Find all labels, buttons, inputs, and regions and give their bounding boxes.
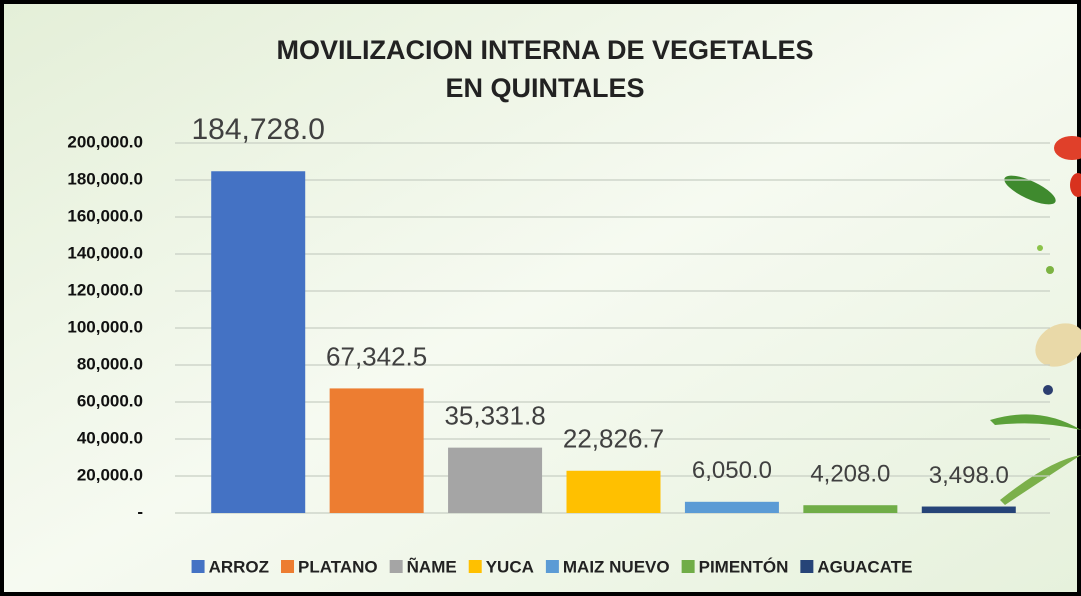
bar <box>211 171 306 513</box>
data-label: 22,826.7 <box>563 424 664 454</box>
data-label: 6,050.0 <box>692 457 772 484</box>
bar <box>448 447 543 513</box>
legend-label: ÑAME <box>407 556 457 576</box>
bar <box>803 505 898 513</box>
y-tick-label: 180,000.0 <box>67 169 143 188</box>
y-tick-label: 80,000.0 <box>77 354 143 373</box>
chart-title: EN QUINTALES <box>445 73 644 103</box>
legend-swatch <box>681 560 695 573</box>
legend-swatch <box>468 560 482 573</box>
bar <box>684 501 779 513</box>
y-tick-label: 100,000.0 <box>67 317 143 336</box>
y-tick-label: 40,000.0 <box>77 428 143 447</box>
data-label: 3,498.0 <box>929 462 1009 489</box>
data-label: 4,208.0 <box>810 461 890 488</box>
decoration <box>990 136 1081 505</box>
y-tick-label: 20,000.0 <box>77 465 143 484</box>
legend-swatch <box>281 560 295 573</box>
y-tick-label: 60,000.0 <box>77 391 143 410</box>
y-tick-label: - <box>137 502 143 521</box>
y-tick-label: 120,000.0 <box>67 280 143 299</box>
data-label: 35,331.8 <box>444 401 545 431</box>
y-tick-label: 160,000.0 <box>67 206 143 225</box>
legend-label: MAIZ NUEVO <box>563 557 670 576</box>
y-tick-label: 140,000.0 <box>67 243 143 262</box>
legend-label: ARROZ <box>209 557 269 576</box>
legend-label: PIMENTÓN <box>699 557 789 576</box>
legend-label: PLATANO <box>298 557 378 576</box>
data-label: 184,728.0 <box>191 113 324 146</box>
data-label: 67,342.5 <box>326 341 427 371</box>
bar <box>329 388 424 513</box>
legend-label: AGUACATE <box>817 557 912 576</box>
legend-swatch <box>191 560 205 573</box>
legend-swatch <box>800 560 814 573</box>
bar <box>566 470 661 513</box>
legend-swatch <box>545 560 559 573</box>
legend-swatch <box>389 560 403 573</box>
y-tick-label: 200,000.0 <box>67 132 143 151</box>
bar <box>921 506 1016 513</box>
chart-title: MOVILIZACION INTERNA DE VEGETALES <box>276 35 813 65</box>
legend-label: YUCA <box>486 557 534 576</box>
